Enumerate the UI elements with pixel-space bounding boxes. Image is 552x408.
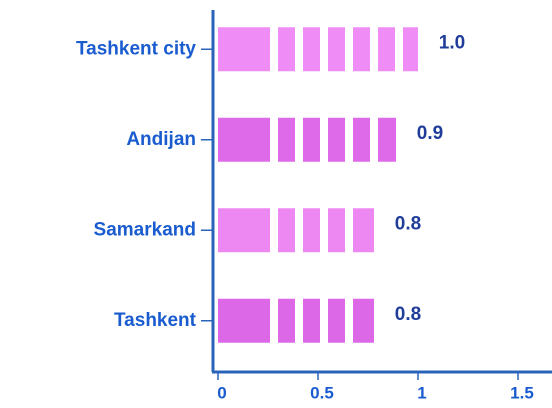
bar-gap [320, 26, 328, 73]
bar-gap [295, 26, 303, 73]
x-tick-label: 1 [417, 383, 426, 402]
bar-gap [345, 116, 353, 163]
y-tick-label: Samarkand [94, 219, 196, 240]
y-tick-label: Andijan [126, 129, 196, 150]
bar-gap [395, 26, 403, 73]
bar-gap [295, 116, 303, 163]
x-tick-label: 1.5 [510, 383, 534, 402]
x-tick-label: 0 [217, 383, 226, 402]
bar-gap [345, 297, 353, 344]
y-tick-label: Tashkent [114, 310, 197, 331]
bar-gap [320, 116, 328, 163]
value-label: 0.8 [395, 213, 421, 234]
bar-gap [270, 207, 278, 254]
bar [218, 27, 418, 72]
bar-gap [270, 26, 278, 73]
bar-gap [320, 297, 328, 344]
bar-gap [295, 207, 303, 254]
bar-gap [345, 26, 353, 73]
x-tick-label: 0.5 [310, 383, 334, 402]
bar [218, 117, 396, 162]
value-label: 0.8 [395, 304, 421, 325]
bar-gap [345, 207, 353, 254]
value-label: 0.9 [417, 123, 443, 144]
bar-gap [270, 297, 278, 344]
bar-gap [370, 26, 378, 73]
bar-gap [370, 116, 378, 163]
bar-gap [270, 116, 278, 163]
bar-gap [320, 207, 328, 254]
bar-gap [295, 297, 303, 344]
y-tick-label: Tashkent city [76, 38, 196, 59]
value-label: 1.0 [439, 32, 465, 53]
